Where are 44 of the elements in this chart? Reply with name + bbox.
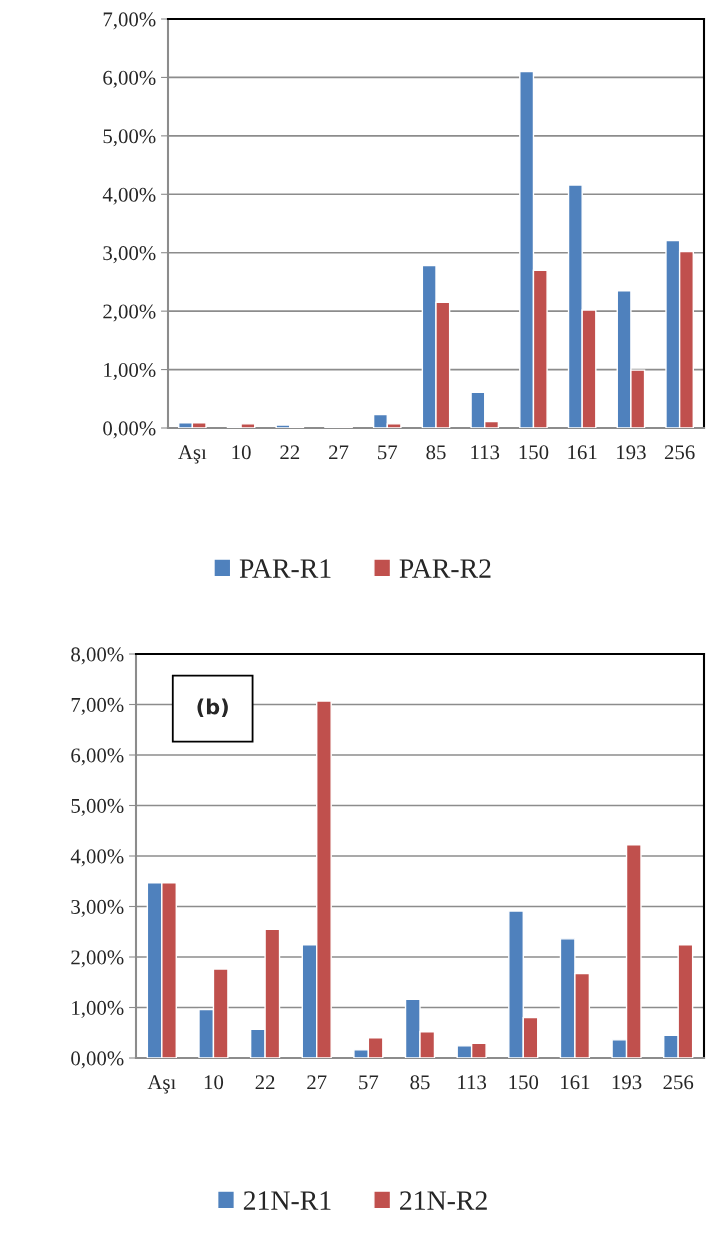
- x-tick-label: 161: [568, 445, 597, 460]
- x-tick-label: 150: [509, 1075, 539, 1090]
- y-tick-label: 7,00%: [71, 697, 124, 715]
- y-tick-label: 7,00%: [103, 12, 156, 30]
- legend-label: PAR-R1: [239, 559, 331, 578]
- y-tick-label: 2,00%: [71, 950, 124, 968]
- x-tick-label: 193: [617, 445, 646, 460]
- y-tick-label: 0,00%: [71, 1051, 124, 1069]
- y-tick-label: 4,00%: [70, 849, 124, 867]
- x-tick-label: Aşı: [147, 1075, 176, 1094]
- legend-label: 21N-R2: [400, 1191, 487, 1210]
- x-tick-label: 27: [307, 1075, 327, 1090]
- x-tick-label: 22: [255, 1075, 275, 1090]
- y-tick-label: 3,00%: [71, 899, 124, 917]
- y-tick-label: 0,00%: [103, 421, 156, 439]
- x-tick-label: 85: [426, 445, 446, 460]
- legend-label: PAR-R2: [399, 559, 491, 578]
- y-tick-label: 8,00%: [71, 647, 124, 665]
- x-tick-label: 256: [663, 1075, 694, 1090]
- y-tick-label: 2,00%: [103, 304, 156, 322]
- x-tick-label: Aşı: [178, 445, 207, 464]
- x-tick-label: 150: [519, 445, 549, 460]
- x-tick-label: 113: [458, 1075, 487, 1090]
- y-tick-label: 1,00%: [72, 1000, 124, 1018]
- x-tick-label: 256: [664, 445, 695, 460]
- y-tick-label: 5,00%: [103, 129, 156, 147]
- y-tick-label: 5,00%: [71, 798, 124, 816]
- y-tick-label: 6,00%: [71, 748, 124, 766]
- annotation: (b): [197, 698, 228, 718]
- x-tick-label: 10: [232, 445, 251, 460]
- x-tick-label: 85: [410, 1075, 430, 1090]
- x-tick-label: 22: [280, 445, 300, 460]
- x-tick-label: 57: [359, 1075, 379, 1090]
- x-tick-label: 193: [612, 1075, 642, 1090]
- x-tick-label: 57: [378, 445, 398, 460]
- y-tick-label: 6,00%: [103, 70, 156, 88]
- x-tick-label: 161: [561, 1075, 590, 1090]
- y-tick-label: 1,00%: [104, 362, 156, 380]
- y-tick-label: 4,00%: [102, 187, 156, 205]
- x-tick-label: 10: [204, 1075, 224, 1090]
- legend-label: 21N-R1: [243, 1191, 331, 1210]
- x-tick-label: 113: [471, 445, 500, 460]
- y-tick-label: 3,00%: [103, 246, 156, 264]
- x-tick-label: 27: [329, 445, 349, 460]
